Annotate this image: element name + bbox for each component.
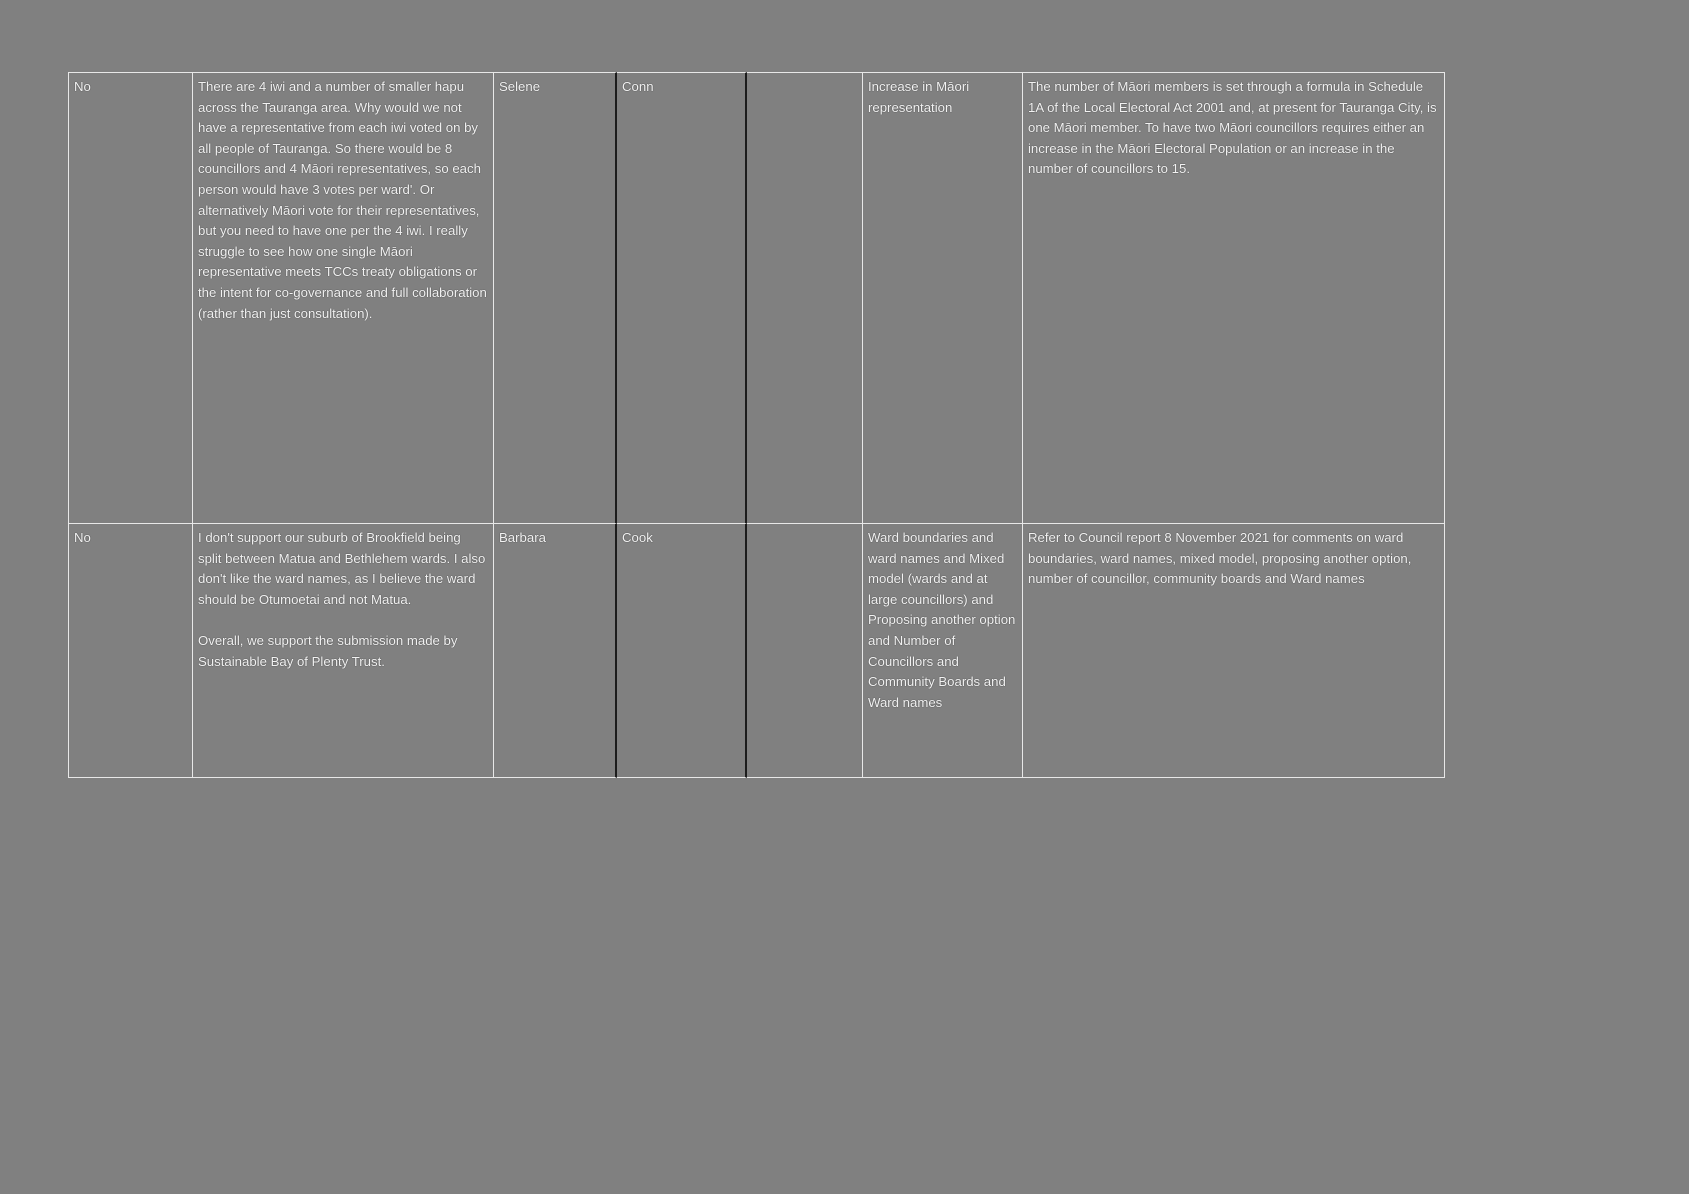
cell-organisation [747,524,863,778]
cell-organisation [747,72,863,524]
table-body: No There are 4 iwi and a number of small… [68,72,1445,778]
cell-comment: There are 4 iwi and a number of smaller … [193,72,494,524]
cell-first-name: Barbara [494,524,617,778]
cell-topic: Increase in Māori representation [863,72,1023,524]
submissions-table: No There are 4 iwi and a number of small… [68,72,1445,778]
comment-paragraph: I don't support our suburb of Brookfield… [198,530,486,607]
cell-last-name: Conn [617,72,747,524]
comment-paragraph: There are 4 iwi and a number of smaller … [198,79,487,321]
table-row: No There are 4 iwi and a number of small… [68,72,1445,524]
cell-officer-response: The number of Māori members is set throu… [1023,72,1445,524]
cell-support: No [68,72,193,524]
cell-comment: I don't support our suburb of Brookfield… [193,524,494,778]
comment-paragraph: Overall, we support the submission made … [198,632,458,669]
cell-officer-response: Refer to Council report 8 November 2021 … [1023,524,1445,778]
cell-last-name: Cook [617,524,747,778]
cell-first-name: Selene [494,72,617,524]
officer-response-paragraph: Refer to Council report 8 November 2021 … [1028,530,1412,587]
officer-response-paragraph: The number of Māori members is set throu… [1028,79,1437,177]
table-row: No I don't support our suburb of Brookfi… [68,524,1445,778]
cell-support: No [68,524,193,778]
cell-topic: Ward boundaries and ward names and Mixed… [863,524,1023,778]
